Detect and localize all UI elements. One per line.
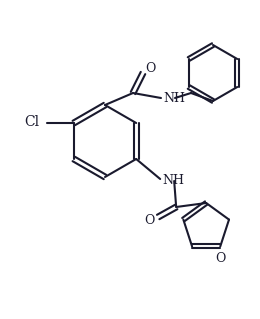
Text: NH: NH — [163, 92, 185, 105]
Text: NH: NH — [162, 174, 184, 188]
Text: Cl: Cl — [25, 115, 40, 129]
Text: O: O — [145, 63, 155, 76]
Text: O: O — [215, 252, 225, 265]
Text: O: O — [144, 213, 154, 226]
